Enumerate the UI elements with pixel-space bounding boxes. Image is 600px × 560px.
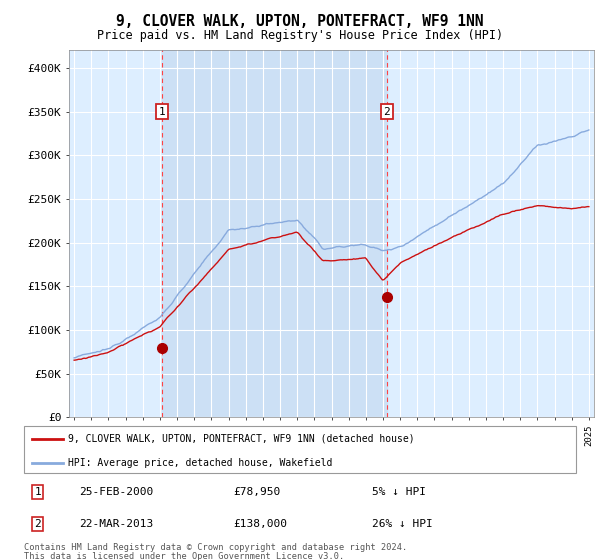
Text: 5% ↓ HPI: 5% ↓ HPI [372, 487, 426, 497]
Text: 1: 1 [159, 106, 166, 116]
Text: £78,950: £78,950 [234, 487, 281, 497]
Bar [162, 50, 387, 417]
Text: 9, CLOVER WALK, UPTON, PONTEFRACT, WF9 1NN (detached house): 9, CLOVER WALK, UPTON, PONTEFRACT, WF9 1… [68, 434, 415, 444]
Text: £138,000: £138,000 [234, 519, 288, 529]
Text: 2: 2 [383, 106, 390, 116]
Text: This data is licensed under the Open Government Licence v3.0.: This data is licensed under the Open Gov… [24, 552, 344, 560]
Text: Contains HM Land Registry data © Crown copyright and database right 2024.: Contains HM Land Registry data © Crown c… [24, 543, 407, 552]
Text: 22-MAR-2013: 22-MAR-2013 [79, 519, 154, 529]
Text: 26% ↓ HPI: 26% ↓ HPI [372, 519, 433, 529]
Text: Price paid vs. HM Land Registry's House Price Index (HPI): Price paid vs. HM Land Registry's House … [97, 29, 503, 42]
FancyBboxPatch shape [24, 426, 576, 473]
Text: 25-FEB-2000: 25-FEB-2000 [79, 487, 154, 497]
Text: 2: 2 [34, 519, 41, 529]
Text: 1: 1 [34, 487, 41, 497]
Text: 9, CLOVER WALK, UPTON, PONTEFRACT, WF9 1NN: 9, CLOVER WALK, UPTON, PONTEFRACT, WF9 1… [116, 14, 484, 29]
Text: HPI: Average price, detached house, Wakefield: HPI: Average price, detached house, Wake… [68, 458, 332, 468]
